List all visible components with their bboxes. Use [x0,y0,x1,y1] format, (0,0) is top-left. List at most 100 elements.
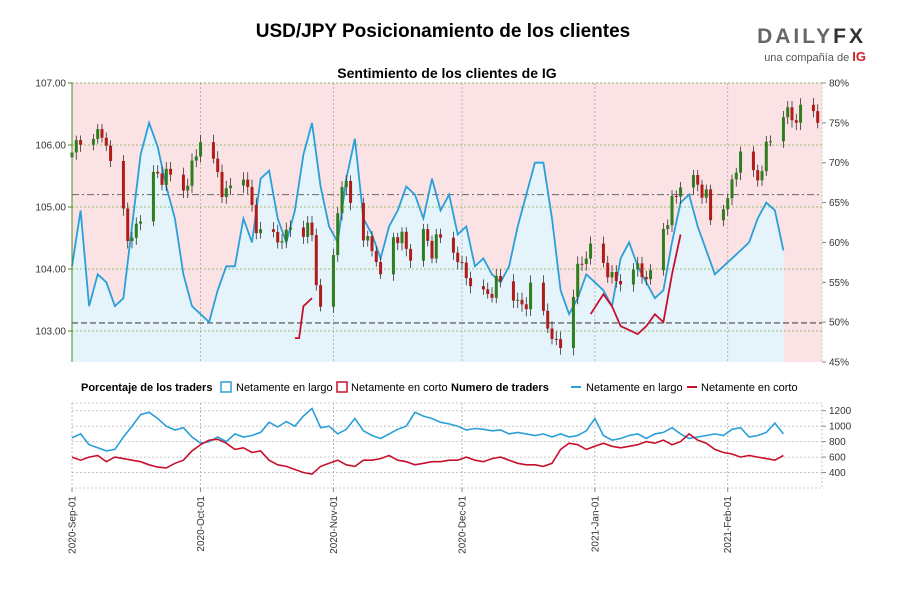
brand-wordmark: DAILYFX [757,26,866,47]
legend-num-title: Numero de traders [451,382,549,394]
pct-tick-label: 65% [829,198,849,209]
candle-down [614,272,618,281]
candle-down [246,179,250,187]
legend-pct-title: Porcentaje de los traders [81,382,212,394]
percent-axis: 80% 75% 70% 65% 60% 55% 50% 45% [822,79,849,369]
pct-tick-label: 60% [829,238,849,249]
trader-tick-label: 600 [829,453,846,464]
candle-down [216,158,220,172]
pct-tick-label: 75% [829,118,849,129]
candle-up [730,179,734,199]
candle-down [456,252,460,263]
brand-tagline: una compañía de IG [757,49,866,64]
candle-up [96,129,100,139]
candle-up [494,275,498,298]
candle-up [340,187,344,214]
candle-down [606,262,610,278]
candle-down [361,202,365,241]
candle-down [541,282,545,311]
candle-down [439,234,443,238]
candle-down [250,186,254,205]
x-tick-label: 2020-Dec-01 [458,496,469,554]
candle-up [134,223,138,238]
pct-tick-label: 70% [829,158,849,169]
candle-down [580,263,584,265]
candle-up [769,141,773,143]
candle-down [409,248,413,261]
candle-up [306,222,310,237]
candle-up [366,236,370,241]
candle-up [344,180,348,188]
candle-down [121,161,125,209]
candle-up [284,229,288,242]
candle-down [426,229,430,241]
candle-up [576,263,580,297]
legend-num-short: Netamente en corto [701,382,798,394]
candle-down [301,227,305,237]
traders-long-line [71,407,785,452]
price-tick-label: 107.00 [35,79,66,90]
price-reference-lines [72,194,822,324]
x-tick-label: 2021-Jan-01 [590,496,601,553]
legend-long-swatch [220,381,232,393]
legend-pct-long: Netamente en largo [236,382,333,394]
candle-up [400,231,404,244]
candle-down [816,111,820,123]
candle-up [691,175,695,188]
candle-up [649,270,653,280]
price-tick-label: 104.00 [35,265,66,276]
candle-down [404,231,408,249]
candle-down [751,151,755,171]
legend-pct-short: Netamente en corto [351,382,448,394]
candle-up [190,160,194,186]
candle-up [130,237,134,242]
candle-down [546,310,550,329]
pct-short-line [589,234,682,336]
candle-up [571,296,575,349]
trader-lines [71,407,785,475]
candle-up [516,299,520,301]
price-axis: 107.00 106.00 105.00 104.00 103.00 [35,79,73,362]
pct-tick-label: 50% [829,318,849,329]
candle-down [464,262,468,279]
brand-tagline-text: una compañía de [764,52,850,64]
candle-down [254,204,258,234]
candle-up [199,142,203,157]
candle-down [554,338,558,340]
candle-down [674,195,678,197]
candle-up [666,225,670,229]
candle-up [786,107,790,118]
candle-down [601,243,605,263]
x-tick-label: 2020-Nov-01 [329,496,340,554]
price-panel-background [72,83,822,363]
candle-up [421,229,425,261]
candle-down [109,145,113,162]
x-tick-label: 2021-Feb-01 [723,496,734,554]
candle-down [314,235,318,286]
candle-up [661,228,665,271]
candle-up [74,140,78,153]
candle-up [726,198,730,210]
candle-down [271,229,275,232]
candle-down [374,251,378,263]
candle-down [499,275,503,282]
candle-up [781,117,785,142]
candle-down [396,237,400,244]
candle-down [559,339,563,349]
price-tick-label: 106.00 [35,141,66,152]
trader-tick-label: 1000 [829,422,852,433]
x-axis: 2020-Sep-01 2020-Oct-01 2020-Nov-01 2020-De… [68,488,734,554]
candle-down [469,278,473,287]
candle-up [764,141,768,172]
candle-up [760,171,764,181]
trader-tick-label: 400 [829,468,846,479]
candle-down [524,304,528,310]
brand-logo: DAILYFX una compañía de IG [757,26,866,64]
candle-up [589,243,593,259]
candle-up [434,234,438,259]
trader-panel-grid [71,402,823,489]
pct-long-line [71,119,785,324]
candle-up [631,269,635,285]
candle-down [169,168,173,175]
candle-down [451,237,455,253]
